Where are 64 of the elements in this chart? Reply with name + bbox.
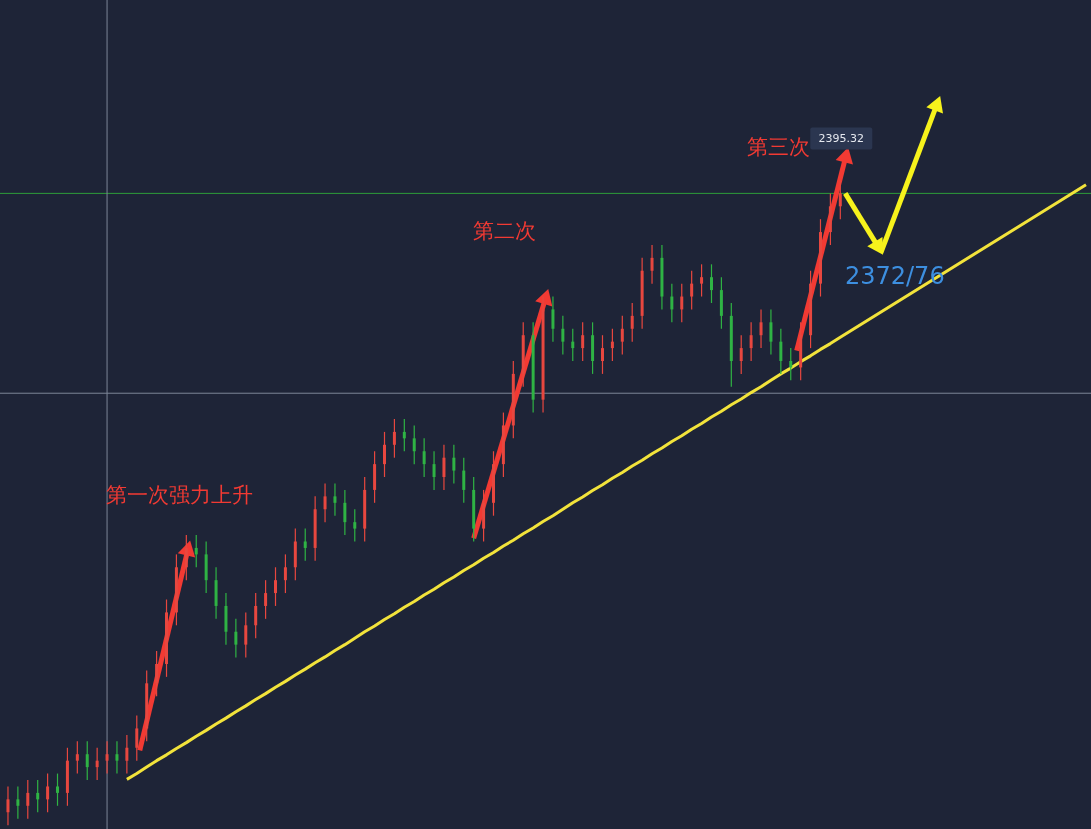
candlestick (422, 437, 426, 478)
candlestick (254, 592, 258, 639)
candlestick (85, 740, 89, 781)
candlestick (700, 263, 704, 298)
candlestick (402, 418, 406, 452)
candlestick (105, 740, 109, 775)
candlestick (26, 779, 30, 820)
candlestick (353, 508, 357, 543)
candlestick (769, 308, 773, 356)
candlestick (343, 489, 347, 536)
candlestick (56, 772, 60, 807)
candlestick (610, 328, 614, 362)
candlestick (274, 566, 278, 607)
candlestick (551, 295, 555, 343)
text: 2395.32 (818, 131, 865, 145)
candlestick (680, 283, 684, 323)
candlestick (155, 650, 159, 697)
candlestick (630, 302, 634, 343)
candlestick (650, 244, 654, 285)
candlestick (135, 714, 139, 762)
candlestick (303, 528, 307, 562)
candlestick (194, 534, 198, 568)
candlestick (739, 334, 743, 375)
candlestick (383, 431, 386, 478)
candlestick (759, 308, 763, 349)
candlestick (125, 734, 129, 775)
candlestick (492, 450, 495, 517)
candlestick (571, 328, 575, 362)
candlestick (838, 179, 842, 220)
candlestick (323, 482, 327, 523)
candlestick (561, 315, 565, 356)
candlestick (333, 482, 337, 517)
candlestick (75, 740, 79, 775)
candlestick (432, 450, 436, 491)
candlestick (95, 747, 99, 781)
candlestick (789, 347, 793, 381)
candlestick (779, 328, 783, 375)
candlestick (620, 315, 624, 356)
candlestick (690, 270, 694, 311)
candlestick (452, 444, 456, 485)
candlestick (709, 263, 713, 304)
candlestick (670, 283, 674, 323)
candlestick (600, 334, 604, 375)
candlestick (115, 740, 119, 775)
candlestick (442, 444, 446, 491)
candlestick (283, 553, 287, 594)
candlestick (165, 598, 169, 678)
candlestick (412, 424, 416, 465)
candlestick (581, 321, 585, 362)
candlestick (264, 579, 268, 620)
candlestick (749, 321, 753, 362)
candlestick (184, 534, 188, 581)
candlestick (818, 218, 822, 298)
candlestick (234, 618, 238, 659)
candlestick (36, 779, 40, 813)
candlestick (244, 611, 248, 659)
candlestick (6, 785, 10, 826)
annotation: 第二次 (472, 219, 536, 244)
candlestick (462, 457, 466, 504)
candlestick (392, 418, 396, 459)
candlestick (46, 772, 50, 813)
candlestick (16, 785, 20, 820)
text: 第三次 (747, 135, 811, 160)
annotation: 第一次强力上升 (105, 483, 253, 508)
